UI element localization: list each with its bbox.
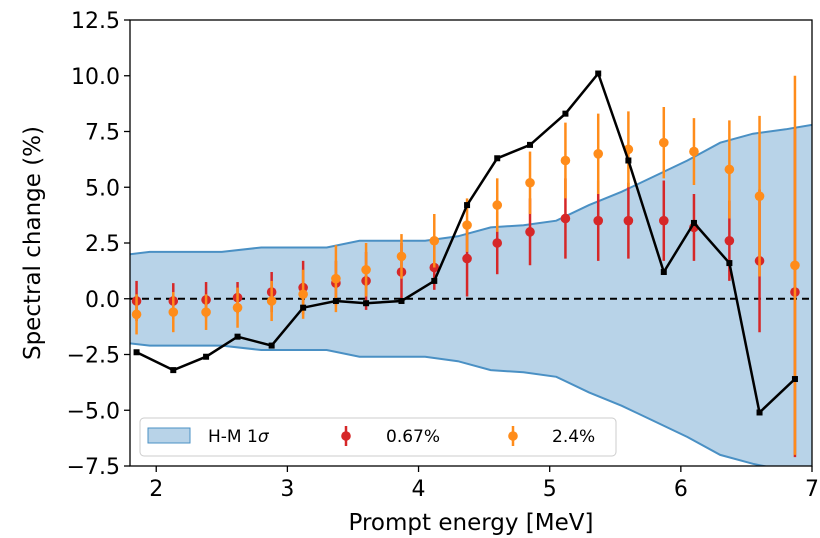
- series-1-point: [361, 264, 371, 275]
- x-tick-label: 6: [674, 477, 688, 502]
- black-line-marker: [595, 70, 602, 77]
- black-line-marker: [203, 353, 210, 360]
- black-line-marker: [234, 333, 241, 340]
- black-line-marker: [527, 141, 534, 148]
- series-1-point: [168, 307, 179, 317]
- black-line-marker: [300, 304, 307, 311]
- series-1-point: [232, 302, 243, 313]
- series-0-point: [658, 215, 669, 226]
- series-1-point: [560, 155, 571, 166]
- y-tick-label: 5.0: [85, 176, 120, 201]
- x-tick-label: 7: [805, 477, 819, 502]
- black-line-marker: [756, 409, 763, 416]
- series-0-point: [462, 253, 472, 264]
- series-1-point: [331, 273, 341, 284]
- legend-series-0-marker: [341, 426, 351, 446]
- series-0-point: [492, 238, 503, 248]
- series-1-point: [658, 137, 669, 148]
- series-1-point: [593, 149, 604, 159]
- black-line-marker: [625, 157, 632, 164]
- legend: H-M 1σ 0.67% 2.4%: [139, 417, 617, 457]
- black-line-marker: [170, 367, 177, 374]
- uncertainty-band: [130, 124, 812, 466]
- y-axis-title: Spectral change (%): [20, 126, 46, 360]
- series-1-point: [724, 164, 735, 175]
- legend-series-1-label: 2.4%: [552, 427, 595, 447]
- series-1-point: [429, 235, 440, 246]
- series-0-point: [429, 262, 440, 273]
- y-tick-label: −7.5: [67, 455, 120, 480]
- black-line-marker: [494, 155, 501, 162]
- series-0-point: [525, 227, 535, 237]
- y-tick-label: 2.5: [85, 232, 120, 257]
- black-line-marker: [726, 260, 733, 267]
- legend-band-label: H-M 1σ: [208, 427, 270, 447]
- legend-band-label-symbol: σ: [258, 427, 270, 447]
- series-1-point: [396, 251, 407, 262]
- series-0-point: [623, 215, 634, 226]
- legend-series-0-label: 0.67%: [386, 427, 440, 447]
- black-line-marker: [268, 342, 275, 349]
- series-1-point: [754, 191, 765, 201]
- black-line-marker: [431, 277, 438, 284]
- tick-layer: 2 3 4 5 6 7 −7.5 −5.0 −2.5 0.0 2.5 5.0 7.5 10.0 12.5: [67, 9, 819, 502]
- y-tick-label: 10.0: [71, 65, 120, 90]
- series-0-point: [593, 215, 604, 226]
- black-line-marker: [363, 300, 370, 307]
- x-tick-label: 5: [543, 477, 557, 502]
- series-0-point: [724, 235, 735, 246]
- black-line-layer: [133, 70, 798, 416]
- x-tick-label: 2: [149, 477, 163, 502]
- x-tick-label: 3: [280, 477, 294, 502]
- series-1-point: [462, 220, 472, 230]
- series-0-point: [560, 213, 571, 224]
- legend-series-0-dot: [341, 431, 351, 441]
- series-1-point: [492, 200, 503, 210]
- legend-box: [139, 417, 617, 457]
- x-tick-label: 4: [412, 477, 426, 502]
- black-line-marker: [690, 219, 697, 226]
- black-line-marker: [332, 297, 339, 304]
- black-line-marker: [398, 297, 405, 304]
- band-layer: [130, 123, 812, 466]
- x-axis-title: Prompt energy [MeV]: [349, 510, 594, 536]
- series-1-point: [131, 309, 142, 320]
- y-tick-label: 7.5: [85, 121, 120, 146]
- y-tick-label: 0.0: [85, 288, 120, 313]
- y-tick-label: 12.5: [71, 9, 120, 34]
- black-line-marker: [133, 349, 140, 356]
- series-1-point: [266, 296, 277, 306]
- black-line-marker: [791, 376, 798, 383]
- legend-band-swatch: [147, 427, 191, 444]
- legend-series-1-marker: [508, 426, 518, 446]
- legend-band-label-prefix: H-M 1: [208, 427, 258, 447]
- series-1-point: [790, 260, 800, 271]
- black-line-marker: [660, 268, 667, 275]
- band-upper-edge: [130, 123, 812, 256]
- legend-series-1-dot: [508, 431, 518, 441]
- series-1-point: [689, 146, 699, 157]
- black-line-marker: [464, 202, 471, 209]
- black-line-marker: [562, 110, 569, 117]
- y-tick-label: −5.0: [67, 399, 120, 424]
- y-tick-label: −2.5: [67, 344, 120, 369]
- band-lower-edge: [130, 342, 769, 466]
- series-1-point: [525, 177, 535, 188]
- series-1-point: [201, 307, 211, 317]
- series-1-point: [298, 289, 308, 300]
